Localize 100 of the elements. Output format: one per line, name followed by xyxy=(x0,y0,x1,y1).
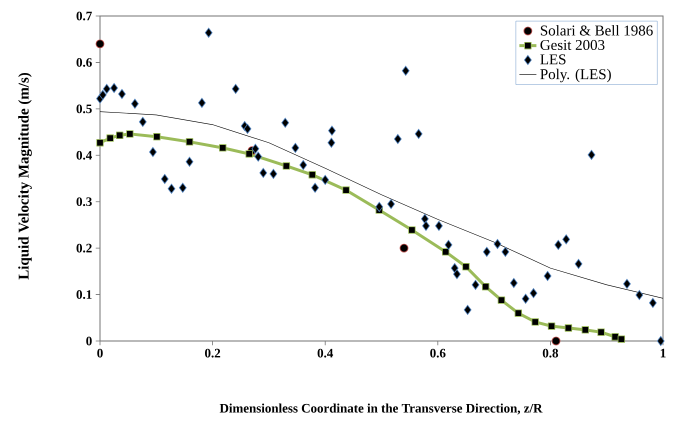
point xyxy=(588,150,596,160)
point xyxy=(342,186,350,194)
point xyxy=(400,244,408,253)
point xyxy=(244,124,252,134)
point xyxy=(375,202,384,212)
point xyxy=(582,326,590,334)
point xyxy=(186,156,194,167)
point xyxy=(153,133,161,140)
y-tick-label: 0.2 xyxy=(76,244,92,253)
point xyxy=(254,152,262,162)
point xyxy=(126,130,134,138)
point xyxy=(408,226,416,234)
point xyxy=(118,89,126,99)
legend-label: Poly. (LES) xyxy=(540,68,611,82)
point xyxy=(96,139,104,146)
point xyxy=(178,182,187,193)
legend-label: Solari & Bell 1986 xyxy=(540,25,653,36)
point xyxy=(442,248,450,256)
y-tick-label: 0.3 xyxy=(76,197,92,206)
point xyxy=(232,84,240,94)
y-axis-title: Liquid Velocity Magnitude (m/s) xyxy=(18,72,32,280)
y-tick-label: 0.4 xyxy=(76,150,92,160)
point xyxy=(96,39,104,48)
point xyxy=(502,246,510,257)
point xyxy=(311,182,319,193)
point xyxy=(514,309,522,317)
y-tick-label: 0 xyxy=(86,336,92,346)
point xyxy=(522,294,530,304)
point xyxy=(530,288,538,298)
point xyxy=(204,28,213,38)
point xyxy=(554,240,562,250)
point xyxy=(421,214,429,224)
x-tick-label: 0.4 xyxy=(318,348,334,358)
point xyxy=(636,290,644,300)
point xyxy=(98,90,107,100)
point xyxy=(186,138,194,146)
point xyxy=(149,147,157,158)
point xyxy=(548,322,556,330)
point xyxy=(482,246,491,257)
point xyxy=(510,278,518,288)
point xyxy=(106,134,114,142)
point xyxy=(270,168,278,179)
y-tick-label: 0.7 xyxy=(76,12,92,20)
point xyxy=(618,335,626,343)
point xyxy=(402,66,410,76)
x-tick-label: 1 xyxy=(660,348,666,358)
y-tick-label: 0.6 xyxy=(76,58,92,67)
point xyxy=(394,134,402,144)
point xyxy=(494,238,502,249)
point xyxy=(498,296,506,304)
legend-label: LES xyxy=(540,54,566,64)
point xyxy=(611,333,619,341)
point xyxy=(282,162,290,170)
point xyxy=(462,263,470,270)
point xyxy=(321,174,330,185)
legend-label: Gesit 2003 xyxy=(540,40,604,50)
point xyxy=(281,118,290,128)
point xyxy=(110,82,118,93)
point xyxy=(482,282,490,290)
point xyxy=(168,184,176,194)
x-axis-title: Dimensionless Coordinate in the Transverse Direction, z/R xyxy=(220,404,543,414)
point xyxy=(138,116,147,127)
point xyxy=(552,336,560,346)
point xyxy=(623,278,631,289)
point xyxy=(444,240,452,250)
point xyxy=(435,220,443,231)
x-tick-label: 0.2 xyxy=(205,348,220,358)
point xyxy=(160,174,169,184)
point xyxy=(649,298,657,308)
x-tick-label: 0.6 xyxy=(430,348,446,358)
point xyxy=(328,138,336,148)
point xyxy=(246,150,253,158)
y-tick-label: 0.1 xyxy=(76,290,92,299)
point xyxy=(219,144,226,152)
point xyxy=(198,98,206,108)
point xyxy=(544,271,552,281)
point xyxy=(387,199,395,210)
point xyxy=(252,144,260,154)
point xyxy=(422,220,430,231)
x-tick-label: 0 xyxy=(97,348,103,358)
point xyxy=(116,132,124,140)
point xyxy=(574,258,582,269)
point xyxy=(292,142,300,153)
point xyxy=(453,269,461,280)
point xyxy=(562,234,570,244)
point xyxy=(102,84,111,94)
point xyxy=(299,160,308,170)
point xyxy=(259,168,268,178)
point xyxy=(464,304,472,315)
y-tick-label: 0.5 xyxy=(76,104,92,114)
point xyxy=(328,126,336,136)
point xyxy=(597,328,605,336)
point xyxy=(472,280,480,290)
point xyxy=(131,98,139,109)
point xyxy=(564,324,572,332)
point xyxy=(450,263,459,274)
point xyxy=(308,171,316,178)
point xyxy=(414,128,423,139)
point xyxy=(532,318,539,326)
x-tick-label: 0.8 xyxy=(542,348,558,358)
